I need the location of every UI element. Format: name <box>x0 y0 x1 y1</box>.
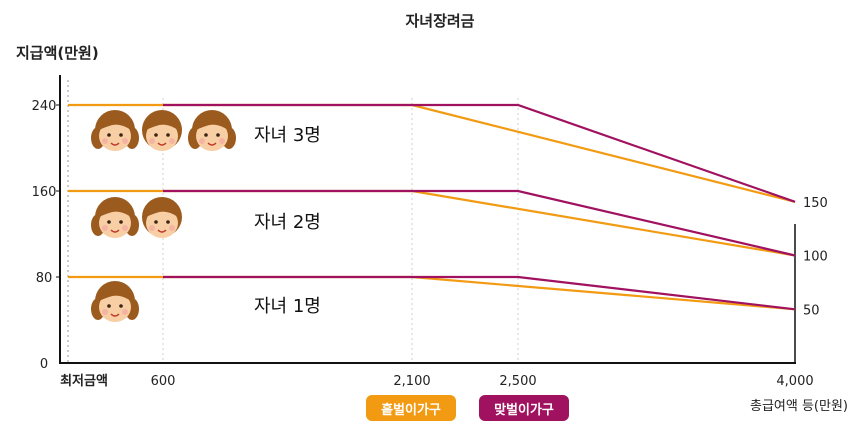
cheek <box>199 138 205 144</box>
x-tick-label: 600 <box>151 374 176 389</box>
axes <box>56 75 796 364</box>
x-tick-label: 4,000 <box>776 374 813 389</box>
face <box>99 121 131 151</box>
face <box>146 208 178 238</box>
children-count-label: 자녀 3명 <box>254 125 321 146</box>
y-tick-label: 80 <box>36 271 53 286</box>
eye <box>119 304 123 308</box>
cheek <box>149 225 155 231</box>
bangs <box>99 120 131 130</box>
y-tick-label: 160 <box>32 185 57 200</box>
mouth <box>207 142 217 146</box>
mouth <box>157 142 167 146</box>
child-face-icon <box>188 110 236 151</box>
y-tick-label: 240 <box>32 99 57 114</box>
series-lines <box>67 103 796 311</box>
bangs <box>99 291 131 301</box>
series-line <box>68 275 796 311</box>
eye <box>166 220 170 224</box>
cheek <box>102 225 108 231</box>
face <box>99 292 131 322</box>
face <box>99 208 131 238</box>
eye <box>154 133 158 137</box>
end-value-label: 50 <box>803 303 820 318</box>
mouth <box>110 142 120 146</box>
eye <box>107 133 111 137</box>
cheek <box>122 309 128 315</box>
x-tick-label: 2,100 <box>393 374 430 389</box>
child-face-icon <box>91 110 139 151</box>
bangs <box>146 207 178 217</box>
bangs <box>196 120 228 130</box>
bangs <box>146 120 178 130</box>
children-illustrations <box>91 110 236 322</box>
eye <box>107 304 111 308</box>
children-count-label: 자녀 2명 <box>254 212 321 233</box>
cheek <box>169 225 175 231</box>
face <box>196 121 228 151</box>
child-face-icon <box>142 197 182 238</box>
chart-title: 자녀장려금 <box>405 12 474 30</box>
x-axis-label: 총급여액 등(만원) <box>750 399 848 414</box>
labels: 0 80 160 240 최저금액 600 2,100 2,500 4,000 150 100 50 자… <box>32 99 828 389</box>
eye <box>166 133 170 137</box>
face <box>146 121 178 151</box>
eye <box>204 133 208 137</box>
eye <box>119 220 123 224</box>
cheek <box>122 225 128 231</box>
mouth <box>157 229 167 233</box>
bangs <box>99 207 131 217</box>
eye <box>154 220 158 224</box>
legend-item: 맞벌이가구 <box>479 395 569 421</box>
end-value-label: 150 <box>803 196 828 211</box>
child-face-icon <box>91 281 139 322</box>
y-axis-label: 지급액(만원) <box>16 44 99 62</box>
cheek <box>149 138 155 144</box>
mouth <box>110 313 120 317</box>
cheek <box>102 138 108 144</box>
cheek <box>219 138 225 144</box>
end-value-label: 100 <box>803 250 828 265</box>
mouth <box>110 229 120 233</box>
eye <box>216 133 220 137</box>
eye <box>119 133 123 137</box>
legend-item: 홑벌이가구 <box>366 395 456 421</box>
grid-lines <box>67 80 519 363</box>
cheek <box>169 138 175 144</box>
cheek <box>102 309 108 315</box>
child-face-icon <box>91 197 139 238</box>
child-face-icon <box>142 110 182 151</box>
eye <box>107 220 111 224</box>
y-tick-label: 0 <box>40 357 48 372</box>
series-line <box>163 103 796 203</box>
x-tick-label: 2,500 <box>499 374 536 389</box>
children-count-label: 자녀 1명 <box>254 296 321 317</box>
x-tick-label: 최저금액 <box>60 374 108 389</box>
cheek <box>122 138 128 144</box>
